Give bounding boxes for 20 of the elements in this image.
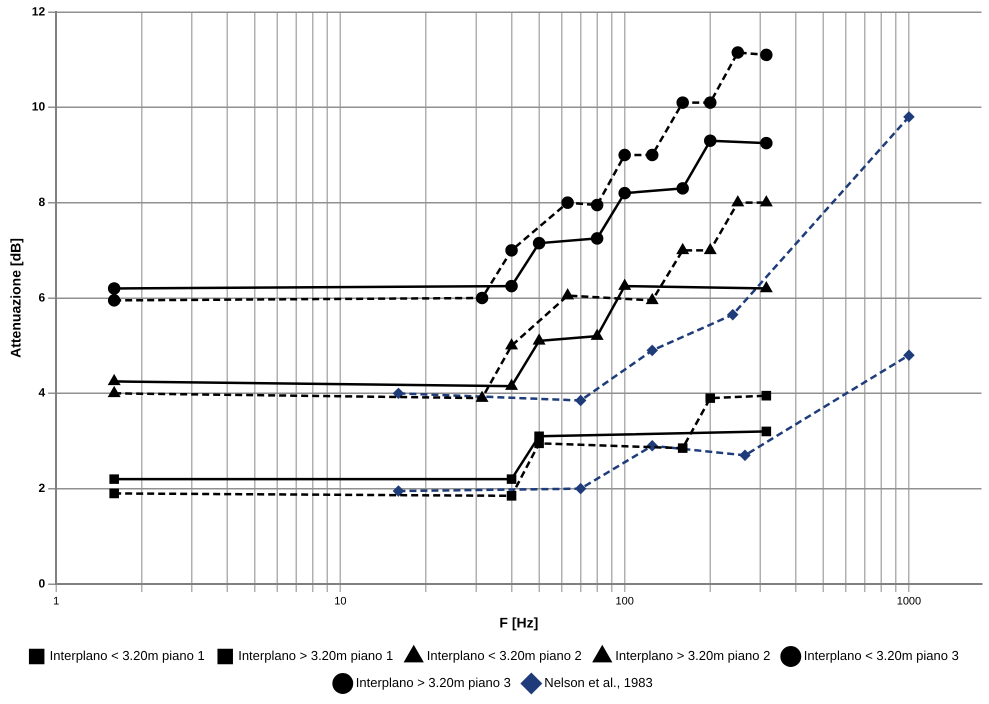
legend-label: Interplano < 3.20m piano 1: [50, 648, 205, 664]
x-tick-label: 1: [53, 596, 60, 608]
y-axis-title: Attenuazione [dB]: [7, 238, 24, 358]
legend-label: Nelson et al., 1983: [544, 675, 653, 690]
y-tick-label: 0: [38, 576, 46, 590]
y-tick-label: 4: [38, 386, 46, 400]
y-tick-label: 12: [32, 4, 46, 18]
y-tick-label: 8: [38, 194, 46, 209]
x-tick-label: 1000: [896, 596, 922, 608]
y-tick-label: 10: [32, 100, 46, 114]
y-tick-label: 6: [38, 290, 46, 304]
x-tick-label: 100: [615, 596, 634, 608]
legend-label: Interplano < 3.20m piano 2: [426, 648, 582, 664]
x-axis-title: F [Hz]: [499, 614, 538, 630]
legend-label: Interplano > 3.20m piano 3: [356, 675, 511, 690]
x-tick-label: 10: [334, 596, 347, 608]
legend-label: Interplano > 3.20m piano 2: [615, 648, 770, 664]
y-tick-label: 2: [38, 480, 46, 495]
legend-label: Interplano > 3.20m piano 1: [238, 648, 394, 664]
legend-label: Interplano < 3.20m piano 3: [804, 648, 959, 664]
